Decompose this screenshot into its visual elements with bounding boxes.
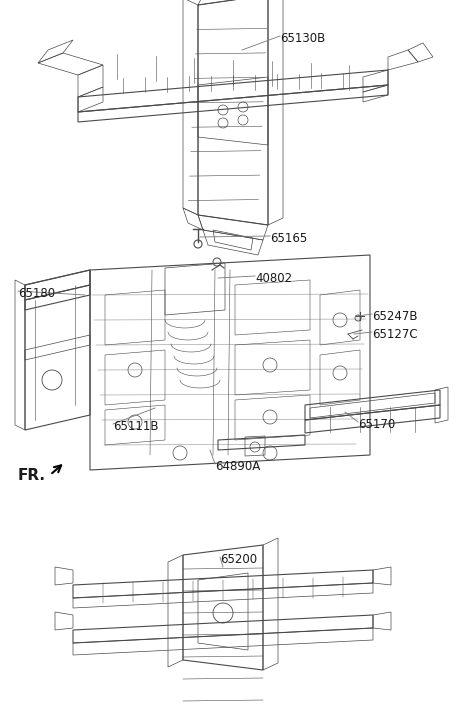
Text: 65247B: 65247B: [372, 310, 417, 323]
Text: 65130B: 65130B: [280, 32, 325, 45]
Text: 65170: 65170: [358, 418, 395, 431]
Text: 65127C: 65127C: [372, 328, 417, 341]
Text: 64890A: 64890A: [215, 460, 260, 473]
Text: FR.: FR.: [18, 468, 46, 483]
Text: 65180: 65180: [18, 287, 55, 300]
Text: 40802: 40802: [255, 272, 292, 285]
Text: 65165: 65165: [270, 232, 307, 245]
Text: 65200: 65200: [220, 553, 257, 566]
Text: 65111B: 65111B: [113, 420, 158, 433]
